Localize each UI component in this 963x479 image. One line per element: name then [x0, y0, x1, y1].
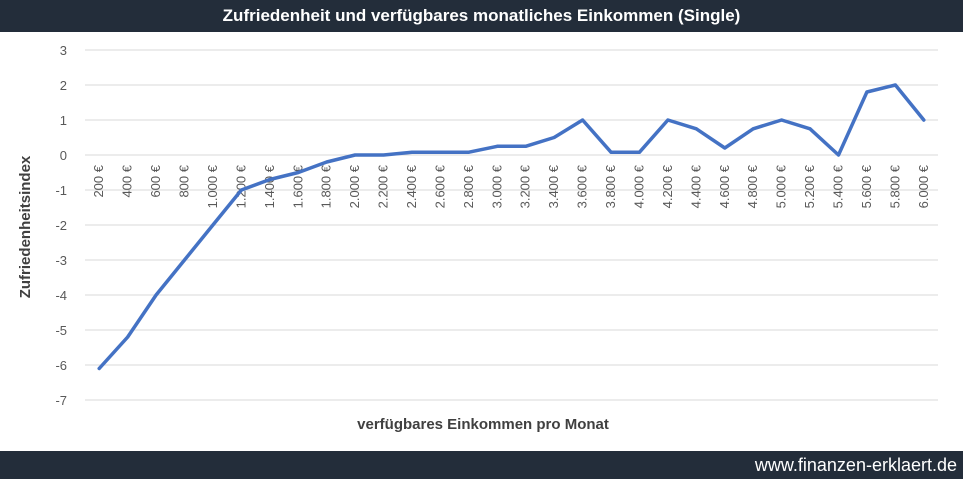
- x-tick-label: 2.800 €: [461, 164, 476, 208]
- y-axis-label: Zufriedenheitsindex: [17, 155, 34, 298]
- data-point: [410, 150, 414, 154]
- x-tick-label: 3.200 €: [518, 164, 533, 208]
- data-point: [353, 153, 357, 157]
- x-tick-label: 4.800 €: [745, 164, 760, 208]
- x-tick-label: 2.400 €: [404, 164, 419, 208]
- data-point: [524, 144, 528, 148]
- y-tick-label: -4: [55, 288, 67, 303]
- y-axis-ticks: 3 2 1 0 -1 -2 -3 -4 -5 -6 -7: [55, 43, 67, 408]
- data-point: [268, 178, 272, 181]
- y-tick-label: -7: [55, 393, 67, 408]
- data-point: [154, 293, 158, 297]
- x-tick-label: 5.400 €: [830, 164, 845, 208]
- x-tick-label: 3.400 €: [546, 164, 561, 208]
- x-tick-label: 6.000 €: [916, 164, 931, 208]
- data-point: [382, 153, 386, 157]
- data-point: [609, 150, 613, 154]
- y-tick-label: -3: [55, 253, 67, 268]
- x-tick-label: 5.800 €: [887, 164, 902, 208]
- x-tick-label: 4.400 €: [688, 164, 703, 208]
- data-point: [922, 118, 926, 122]
- chart-title: Zufriedenheit und verfügbares monatliche…: [0, 0, 963, 32]
- y-tick-label: -1: [55, 183, 67, 198]
- series-line: [97, 83, 926, 371]
- x-tick-label: 2.200 €: [376, 164, 391, 208]
- data-point: [581, 118, 585, 122]
- data-point: [296, 171, 300, 174]
- data-point: [325, 160, 329, 164]
- data-point: [126, 335, 130, 339]
- x-tick-label: 1.000 €: [205, 164, 220, 208]
- data-point: [666, 118, 670, 122]
- x-tick-label: 4.000 €: [631, 164, 646, 208]
- y-tick-label: -6: [55, 358, 67, 373]
- y-tick-label: -2: [55, 218, 67, 233]
- data-point: [893, 83, 897, 87]
- data-point: [865, 90, 869, 94]
- data-point: [694, 127, 698, 131]
- data-point: [239, 188, 243, 192]
- x-tick-label: 2.600 €: [432, 164, 447, 208]
- x-tick-label: 3.800 €: [603, 164, 618, 208]
- x-tick-label: 1.800 €: [319, 164, 334, 208]
- series-group: [97, 83, 926, 371]
- x-axis-ticks: 200 € 400 € 600 € 800 € 1.000 € 1.200 € 1.400 …: [91, 164, 931, 208]
- x-tick-label: 400 €: [120, 164, 135, 197]
- data-point: [808, 127, 812, 131]
- x-tick-label: 3.600 €: [575, 164, 590, 208]
- x-tick-label: 2.000 €: [347, 164, 362, 208]
- x-tick-label: 800 €: [177, 164, 192, 197]
- data-point: [97, 367, 101, 370]
- y-tick-label: -5: [55, 323, 67, 338]
- x-tick-label: 200 €: [91, 164, 106, 197]
- x-tick-label: 5.200 €: [802, 164, 817, 208]
- data-point: [552, 136, 556, 139]
- data-point: [751, 127, 755, 131]
- x-tick-label: 5.000 €: [774, 164, 789, 208]
- y-tick-label: 3: [60, 43, 67, 58]
- x-tick-label: 1.200 €: [233, 164, 248, 208]
- data-point: [183, 258, 187, 262]
- y-tick-label: 2: [60, 78, 67, 93]
- x-tick-label: 3.000 €: [489, 164, 504, 208]
- data-point: [723, 146, 727, 150]
- data-point: [467, 150, 471, 154]
- y-tick-label: 1: [60, 113, 67, 128]
- y-tick-label: 0: [60, 148, 67, 163]
- x-tick-label: 600 €: [148, 164, 163, 197]
- x-tick-label: 4.200 €: [660, 164, 675, 208]
- data-point: [438, 150, 442, 154]
- x-tick-label: 1.400 €: [262, 164, 277, 208]
- x-tick-label: 5.600 €: [859, 164, 874, 208]
- x-axis-label: verfügbares Einkommen pro Monat: [357, 416, 609, 433]
- data-point: [836, 153, 840, 157]
- x-tick-label: 4.600 €: [717, 164, 732, 208]
- footer-url: www.finanzen-erklaert.de: [754, 455, 957, 475]
- footer-bar: www.finanzen-erklaert.de: [0, 451, 963, 479]
- data-point: [495, 144, 499, 148]
- grid-lines: [85, 49, 938, 401]
- data-point: [780, 118, 784, 122]
- data-point: [211, 223, 215, 227]
- data-point: [637, 150, 641, 154]
